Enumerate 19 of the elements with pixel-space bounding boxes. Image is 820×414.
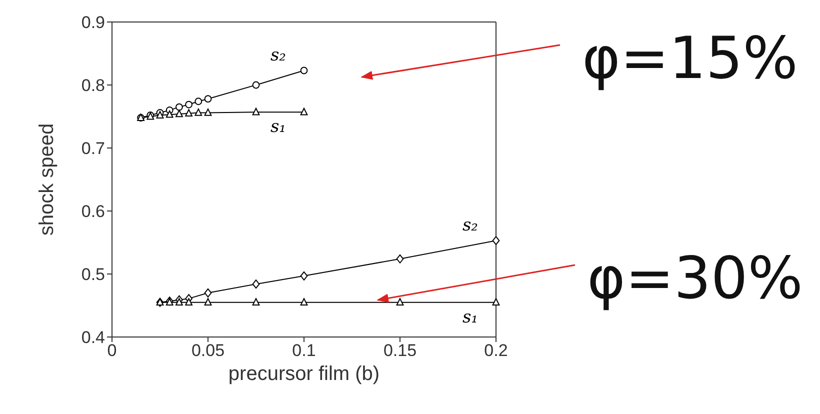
y-tick-label: 0.5 [81, 265, 105, 284]
y-axis-title: shock speed [36, 123, 58, 236]
x-axis-title: precursor film (b) [228, 363, 380, 385]
series-label: s₁ [270, 117, 286, 138]
y-tick-label: 0.4 [81, 328, 105, 348]
x-tick-label: 0.2 [484, 341, 508, 360]
x-tick-label: 0.1 [292, 341, 316, 360]
series-label: s₁ [462, 307, 478, 328]
series-label: s₂ [270, 46, 286, 66]
y-tick-label: 0.9 [81, 13, 105, 32]
y-tick-label: 0.7 [81, 139, 105, 158]
text: φ=30% [587, 244, 803, 312]
y-tick-label: 0.8 [81, 76, 105, 96]
y-tick-label: 0.6 [81, 202, 105, 222]
series-label: s₂ [462, 216, 478, 236]
text: φ=15% [582, 24, 798, 92]
x-tick-label: 0.05 [191, 341, 225, 360]
x-tick-label: 0.15 [383, 341, 417, 360]
x-tick-label: 0 [107, 341, 117, 360]
